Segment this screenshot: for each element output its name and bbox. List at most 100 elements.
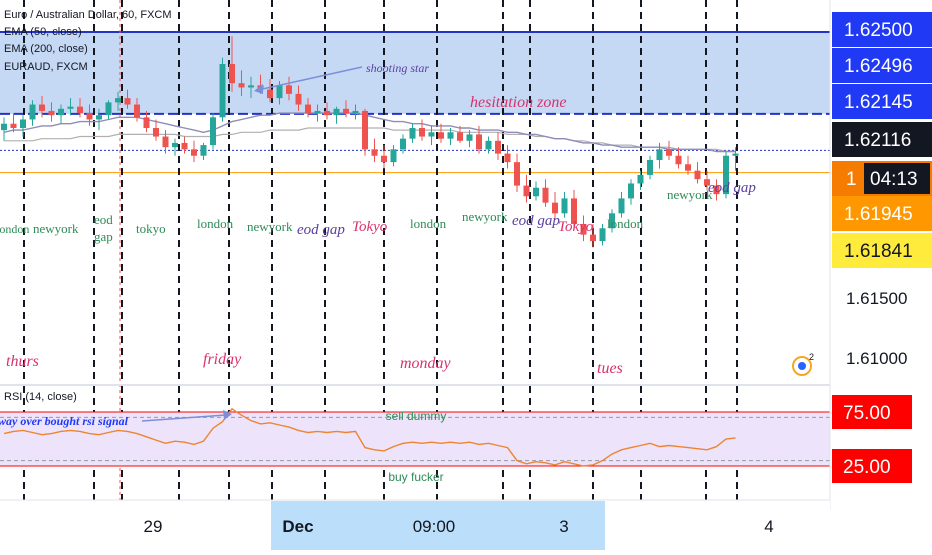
candle[interactable] bbox=[666, 140, 672, 160]
candle-body bbox=[286, 85, 292, 94]
candle[interactable] bbox=[210, 113, 216, 150]
candle[interactable] bbox=[238, 70, 245, 96]
candle[interactable] bbox=[704, 170, 710, 190]
candle[interactable] bbox=[656, 142, 663, 169]
candle[interactable] bbox=[694, 162, 701, 184]
price-tag-text: 1 bbox=[846, 169, 857, 190]
candle[interactable] bbox=[390, 145, 397, 167]
candle[interactable] bbox=[134, 98, 140, 122]
shooting-star-arrow bbox=[257, 66, 363, 91]
price-tag-text: 1.62116 bbox=[844, 130, 911, 151]
candle[interactable] bbox=[428, 125, 435, 146]
candle[interactable] bbox=[580, 215, 587, 242]
candle[interactable] bbox=[609, 209, 615, 233]
candle[interactable] bbox=[552, 192, 558, 220]
tradingview-logo[interactable]: 2 bbox=[792, 352, 814, 376]
candle[interactable] bbox=[647, 155, 653, 180]
candle[interactable] bbox=[723, 151, 729, 199]
candle[interactable] bbox=[457, 125, 463, 143]
session-label: newyork bbox=[247, 219, 293, 234]
ema200-legend[interactable]: EMA (200, close) bbox=[4, 43, 88, 55]
candle[interactable] bbox=[523, 174, 530, 203]
candle[interactable] bbox=[637, 170, 644, 190]
candle[interactable] bbox=[1, 117, 7, 141]
candle[interactable] bbox=[200, 142, 207, 160]
candle[interactable] bbox=[314, 104, 321, 122]
candle[interactable] bbox=[343, 100, 349, 118]
candle[interactable] bbox=[162, 130, 169, 154]
rsi-line bbox=[3, 407, 736, 467]
candle[interactable] bbox=[685, 155, 691, 175]
candle[interactable] bbox=[153, 119, 159, 141]
candle[interactable] bbox=[115, 91, 121, 111]
price-tag: 1.61841 bbox=[832, 233, 932, 268]
candle[interactable] bbox=[504, 145, 511, 169]
candle[interactable] bbox=[732, 147, 739, 171]
candle[interactable] bbox=[39, 96, 45, 118]
rsi-legend[interactable]: RSI (14, close) bbox=[4, 391, 77, 403]
candle[interactable] bbox=[124, 89, 131, 109]
candle[interactable] bbox=[571, 189, 577, 229]
candle-body bbox=[561, 198, 568, 214]
candle[interactable] bbox=[305, 98, 311, 118]
candle[interactable] bbox=[590, 224, 596, 248]
candle-body bbox=[599, 228, 606, 242]
candle[interactable] bbox=[324, 102, 330, 120]
candle[interactable] bbox=[77, 98, 83, 118]
candle[interactable] bbox=[485, 136, 492, 154]
candle[interactable] bbox=[628, 179, 634, 205]
candle[interactable] bbox=[713, 179, 720, 201]
candle[interactable] bbox=[514, 153, 520, 192]
candle[interactable] bbox=[96, 108, 102, 131]
candle[interactable] bbox=[381, 145, 387, 169]
candle[interactable] bbox=[191, 140, 197, 163]
candle[interactable] bbox=[409, 123, 416, 143]
candle[interactable] bbox=[466, 130, 473, 148]
candle[interactable] bbox=[248, 76, 254, 99]
candle[interactable] bbox=[105, 100, 112, 120]
compare-legend[interactable]: EURAUD, FXCM bbox=[4, 61, 88, 73]
candle[interactable] bbox=[362, 108, 368, 156]
price-tag: 1.62496 bbox=[832, 48, 932, 83]
candle[interactable] bbox=[533, 181, 539, 201]
candle[interactable] bbox=[181, 136, 188, 154]
candle[interactable] bbox=[219, 57, 226, 122]
candle[interactable] bbox=[10, 113, 17, 133]
candle[interactable] bbox=[229, 36, 235, 92]
candle-body bbox=[67, 106, 74, 109]
candle-body bbox=[305, 104, 311, 114]
candle[interactable] bbox=[67, 98, 74, 116]
candle[interactable] bbox=[286, 76, 292, 101]
candle[interactable] bbox=[400, 134, 406, 154]
candle[interactable] bbox=[352, 104, 359, 120]
candle[interactable] bbox=[438, 123, 444, 143]
candle[interactable] bbox=[542, 179, 549, 207]
ema50-legend[interactable]: EMA (50, close) bbox=[4, 26, 82, 38]
candle[interactable] bbox=[143, 110, 150, 133]
candle[interactable] bbox=[172, 138, 178, 156]
candle[interactable] bbox=[20, 115, 26, 137]
rsi-signal-arrow bbox=[141, 414, 227, 422]
pane-divider[interactable] bbox=[0, 384, 830, 386]
candle[interactable] bbox=[419, 119, 425, 141]
candle[interactable] bbox=[29, 100, 36, 126]
candle[interactable] bbox=[599, 224, 606, 246]
candle[interactable] bbox=[495, 132, 501, 160]
symbol-title[interactable]: Euro / Australian Dollar, 60, FXCM bbox=[4, 9, 172, 21]
candle[interactable] bbox=[58, 104, 64, 124]
candle[interactable] bbox=[618, 192, 625, 218]
candle[interactable] bbox=[295, 85, 302, 111]
candle[interactable] bbox=[48, 102, 55, 122]
candle[interactable] bbox=[86, 104, 93, 126]
candle[interactable] bbox=[267, 78, 273, 103]
candle[interactable] bbox=[333, 106, 340, 124]
candle[interactable] bbox=[476, 125, 482, 154]
candle[interactable] bbox=[561, 192, 568, 218]
candle[interactable] bbox=[447, 128, 454, 146]
hesitation-zone-label: hesitation zone bbox=[470, 94, 566, 111]
candle[interactable] bbox=[675, 147, 682, 169]
candle-body bbox=[485, 140, 492, 150]
candles-layer[interactable] bbox=[1, 36, 739, 248]
candle-body bbox=[571, 198, 577, 224]
candle[interactable] bbox=[371, 138, 378, 163]
